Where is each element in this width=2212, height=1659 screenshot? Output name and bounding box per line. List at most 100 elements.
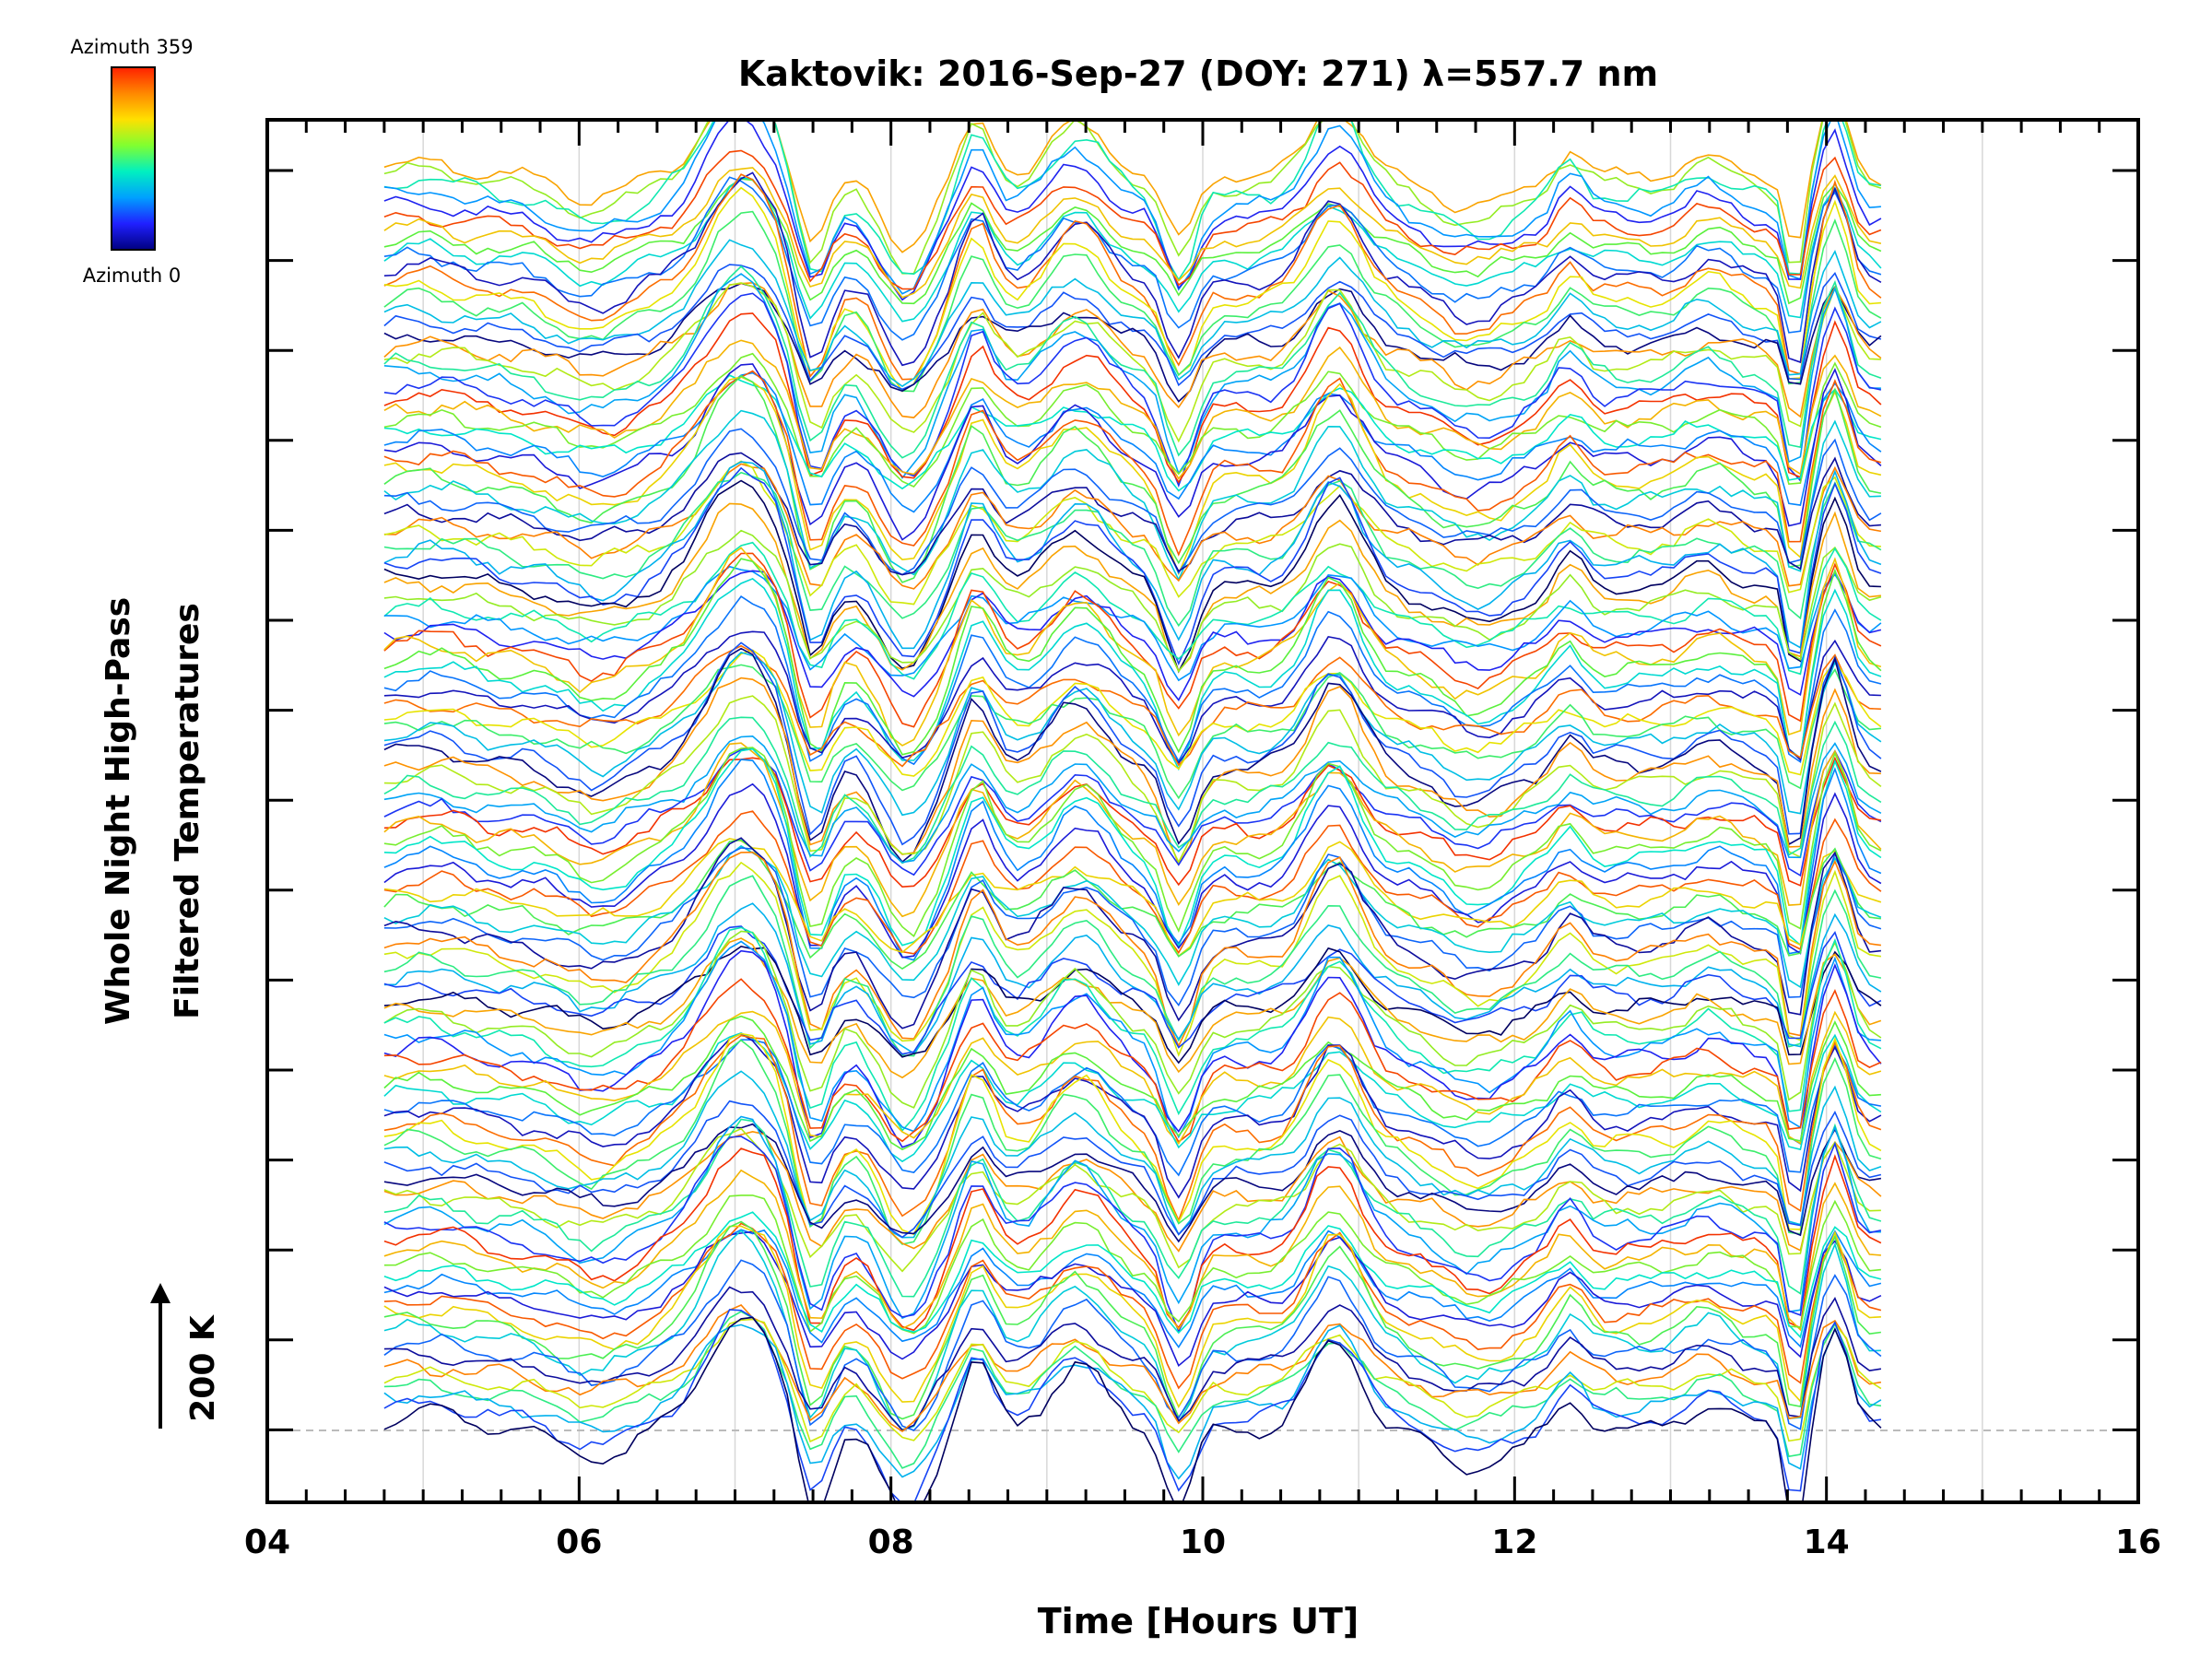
trace-line xyxy=(383,371,1882,513)
trace-line xyxy=(383,210,1882,393)
trace-line xyxy=(383,742,1882,918)
trace-line xyxy=(383,176,1882,341)
colorbar: Azimuth 359 Azimuth 0 xyxy=(70,36,193,287)
trace-line xyxy=(383,409,1881,582)
trace-line xyxy=(383,978,1882,1144)
trace-line xyxy=(383,810,1882,955)
trace-line xyxy=(383,558,1882,760)
trace-line xyxy=(383,374,1882,492)
trace-line xyxy=(383,120,1882,275)
trace-line xyxy=(383,1115,1881,1320)
trace-line xyxy=(383,937,1882,1079)
trace-line xyxy=(383,552,1882,728)
x-tick-label: 12 xyxy=(1491,1524,1537,1561)
trace-line xyxy=(383,428,1882,576)
trace-line xyxy=(383,1316,1882,1502)
trace-line xyxy=(383,926,1882,1132)
colorbar-label-bottom: Azimuth 0 xyxy=(83,265,182,287)
trace-line xyxy=(383,547,1882,747)
trace-line xyxy=(383,178,1882,305)
trace-line xyxy=(383,541,1882,680)
chart-title: Kaktovik: 2016-Sep-27 (DOY: 271) λ=557.7… xyxy=(738,53,1658,94)
trace-line xyxy=(383,1118,1882,1298)
trace-line xyxy=(383,630,1881,765)
scale-bar-label: 200 K xyxy=(184,1314,222,1422)
trace-line xyxy=(383,1135,1882,1334)
trace-line xyxy=(383,664,1881,800)
trace-line xyxy=(383,647,1882,864)
trace-line xyxy=(383,281,1882,418)
trace-line xyxy=(383,1130,1882,1253)
trace-line xyxy=(383,463,1882,590)
trace-line xyxy=(383,940,1881,1139)
trace-line xyxy=(383,747,1882,948)
x-tick-label: 10 xyxy=(1180,1524,1226,1561)
trace-line xyxy=(383,1311,1882,1469)
trace-line xyxy=(383,352,1882,488)
trace-line xyxy=(383,875,1882,1057)
trace-line xyxy=(383,374,1882,583)
trace-line xyxy=(383,1039,1882,1245)
trace-line xyxy=(383,695,1882,865)
trace-line xyxy=(383,1032,1882,1163)
trace-line xyxy=(383,837,1881,1030)
trace-line xyxy=(383,1100,1882,1239)
x-tick-label: 08 xyxy=(868,1524,914,1561)
trace-line xyxy=(383,1123,1882,1243)
trace-line xyxy=(383,945,1882,1065)
trace-line xyxy=(383,466,1882,666)
trace-line xyxy=(383,460,1881,606)
y-axis-label-line2: Filtered Temperatures xyxy=(169,603,206,1019)
trace-line xyxy=(383,1309,1882,1502)
temperature-traces xyxy=(383,120,1882,1502)
trace-line xyxy=(383,747,1882,877)
trace-line xyxy=(383,595,1882,766)
trace-line xyxy=(383,1259,1882,1431)
trace-line xyxy=(383,171,1882,367)
trace-line xyxy=(383,1211,1882,1339)
trace-line xyxy=(383,1318,1882,1443)
x-axis-label: Time [Hours UT] xyxy=(1038,1601,1359,1641)
trace-line xyxy=(383,756,1882,888)
trace-line xyxy=(383,735,1882,864)
trace-line xyxy=(383,1225,1881,1409)
x-tick-labels: 04 06 08 10 12 14 16 xyxy=(244,1524,2161,1561)
axis-ticks xyxy=(265,120,2140,1502)
trace-line xyxy=(383,239,1882,388)
trace-line xyxy=(383,1220,1882,1420)
trace-line xyxy=(383,1304,1882,1432)
trace-line xyxy=(383,167,1882,299)
trace-line xyxy=(383,1194,1881,1335)
trace-line xyxy=(383,677,1881,866)
trace-line xyxy=(383,1230,1882,1368)
x-tick-label: 14 xyxy=(1804,1524,1850,1561)
trace-line xyxy=(383,1039,1882,1177)
trace-line xyxy=(383,644,1881,768)
trace-line xyxy=(383,120,1881,295)
trace-line xyxy=(383,292,1882,488)
trace-line xyxy=(383,1229,1882,1349)
trace-line xyxy=(383,851,1882,1048)
trace-line xyxy=(383,370,1882,557)
trace-line xyxy=(383,1015,1881,1151)
scale-bar-arrowhead xyxy=(150,1283,171,1303)
colorbar-label-top: Azimuth 359 xyxy=(70,36,193,58)
trace-line xyxy=(383,641,1882,846)
trace-line xyxy=(383,782,1882,959)
x-tick-label: 06 xyxy=(556,1524,602,1561)
trace-line xyxy=(383,273,1881,479)
trace-line xyxy=(383,376,1882,576)
trace-line xyxy=(383,120,1882,253)
trace-line xyxy=(383,452,1881,576)
trace-line xyxy=(383,176,1882,323)
trace-line xyxy=(383,339,1882,480)
trace-line xyxy=(383,1070,1882,1239)
colorbar-bar xyxy=(111,66,156,251)
trace-line xyxy=(383,759,1882,961)
trace-line xyxy=(383,902,1882,1054)
trace-line xyxy=(383,1147,1882,1332)
trace-line xyxy=(383,847,1882,1007)
scale-bar: 200 K xyxy=(150,1283,222,1429)
trace-line xyxy=(383,838,1882,958)
